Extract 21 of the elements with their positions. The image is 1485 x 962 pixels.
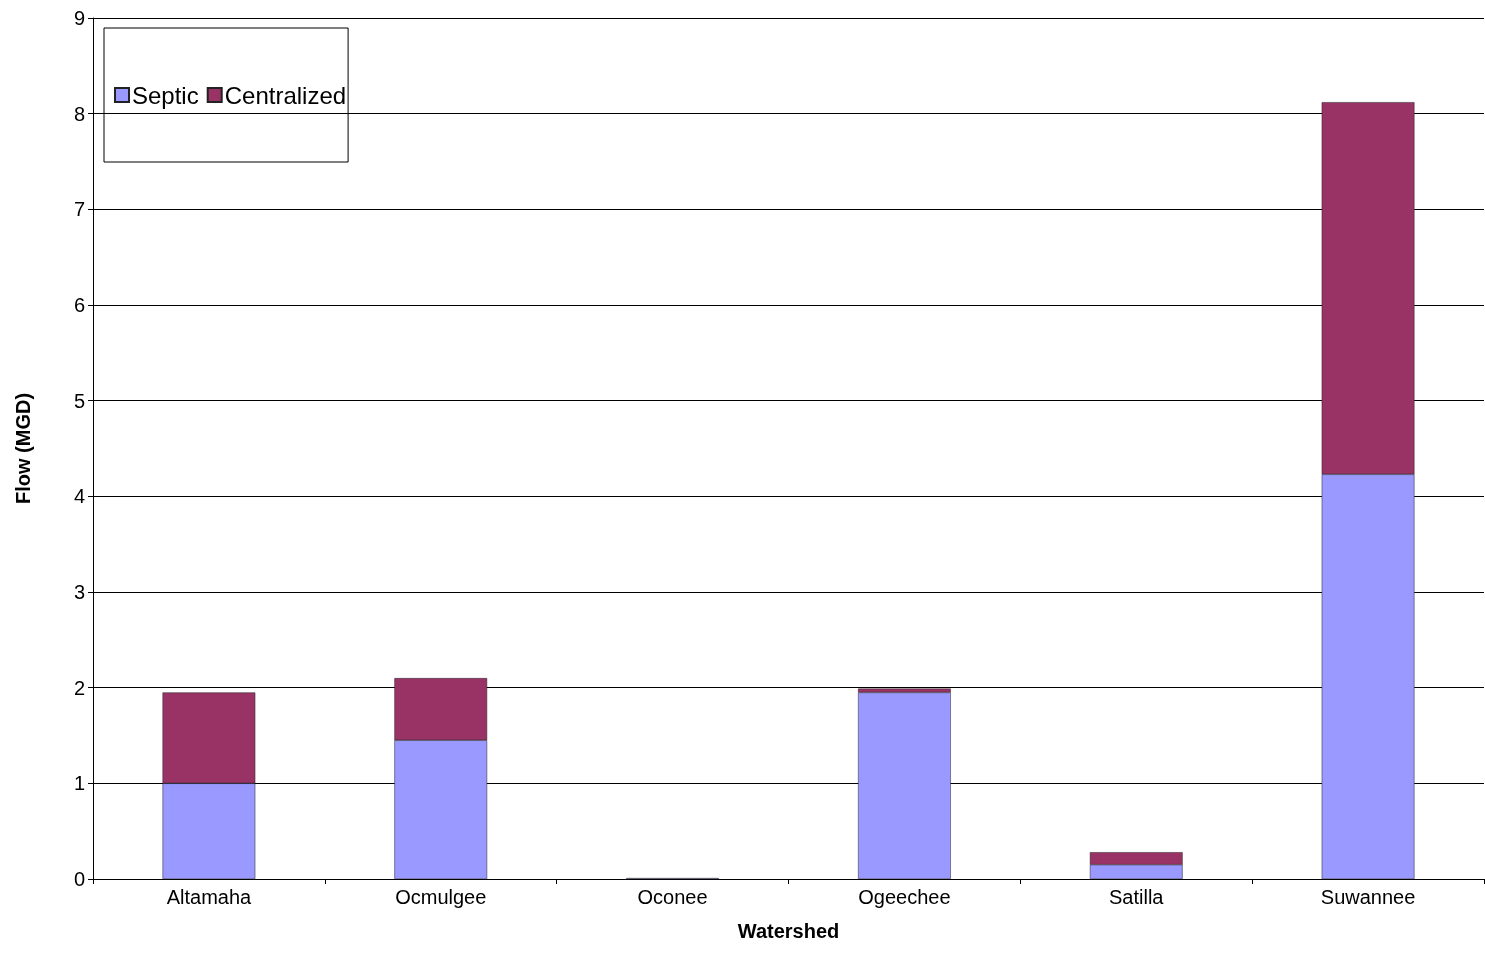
x-tick-label: Altamaha bbox=[166, 886, 253, 908]
y-tick-label: 2 bbox=[73, 676, 85, 699]
x-axis-title: Watershed bbox=[737, 920, 840, 942]
y-tick-label: 5 bbox=[73, 389, 85, 412]
y-tick-label: 9 bbox=[73, 7, 85, 29]
y-tick-label: 1 bbox=[73, 772, 85, 795]
y-tick-label: 4 bbox=[73, 485, 85, 508]
y-tick-label: 0 bbox=[73, 868, 85, 890]
bar bbox=[858, 692, 951, 879]
y-tick-label: 8 bbox=[73, 102, 85, 125]
y-axis-title: Flow (MGD) bbox=[12, 392, 34, 505]
x-tick-label: Oconee bbox=[637, 886, 708, 908]
x-tick-label: Satilla bbox=[1109, 886, 1165, 908]
legend-label: Septic bbox=[132, 81, 199, 109]
y-tick-label: 7 bbox=[73, 198, 85, 221]
y-tick-label: 3 bbox=[73, 581, 85, 603]
x-tick-label: Suwannee bbox=[1320, 886, 1416, 908]
legend-label: Centralized bbox=[224, 81, 347, 109]
x-tick-label: Ogeechee bbox=[858, 886, 951, 908]
y-tick-label: 6 bbox=[73, 294, 85, 316]
x-tick-label: Ocmulgee bbox=[395, 886, 487, 908]
